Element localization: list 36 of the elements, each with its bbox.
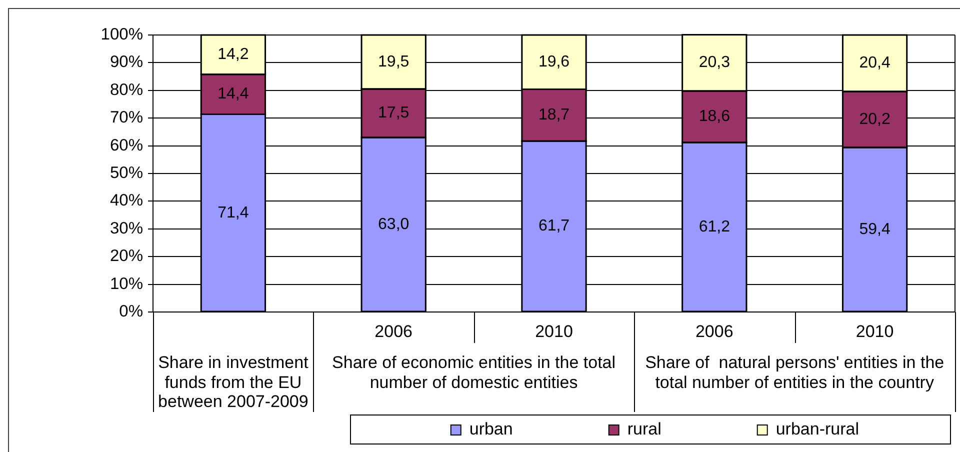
data-label: 61,2 — [698, 218, 730, 236]
y-tick-label: 10% — [110, 274, 144, 293]
x-tick-label: 2010 — [854, 322, 895, 342]
data-label: 18,6 — [698, 108, 730, 126]
x-tick-label: 2006 — [694, 322, 734, 342]
text: Share of natural persons' entities in the total number of entities in the country — [644, 353, 946, 392]
y-tick-label: 60% — [110, 136, 144, 154]
data-label: 18,7 — [538, 106, 570, 124]
data-label: 71,4 — [218, 204, 249, 222]
text: Share of economic entities in the total number of domestic entities — [331, 353, 617, 392]
data-label: 20,2 — [859, 110, 890, 128]
data-label: 19,5 — [378, 53, 410, 70]
legend-label: urban-rural — [776, 420, 860, 439]
y-tick-label: 100% — [100, 26, 144, 44]
data-label: 14,2 — [218, 46, 249, 64]
y-tick-label: 20% — [110, 247, 144, 266]
y-tick-label: 30% — [110, 219, 144, 238]
data-label: 59,4 — [859, 220, 890, 238]
y-tick-label: 90% — [110, 53, 144, 72]
data-label: 20,3 — [698, 54, 730, 72]
y-tick-label: 40% — [110, 192, 144, 210]
y-tick-label: 50% — [110, 164, 144, 182]
x-tick-label: 2010 — [534, 322, 574, 342]
data-label: 17,5 — [378, 104, 410, 122]
data-label: 14,4 — [218, 86, 249, 103]
text: Share in investment funds from the EU between 2007-2009 — [157, 353, 310, 412]
y-tick-label: 80% — [110, 80, 144, 99]
y-tick-label: 70% — [110, 108, 144, 127]
x-tick-label: 2006 — [374, 322, 414, 342]
legend-label: rural — [627, 420, 662, 439]
data-label: 19,6 — [538, 54, 570, 71]
legend-label: urban — [469, 420, 513, 439]
y-tick-label: 0% — [119, 302, 144, 321]
data-label: 20,4 — [859, 54, 890, 72]
data-label: 63,0 — [378, 216, 410, 233]
data-label: 61,7 — [538, 218, 570, 235]
